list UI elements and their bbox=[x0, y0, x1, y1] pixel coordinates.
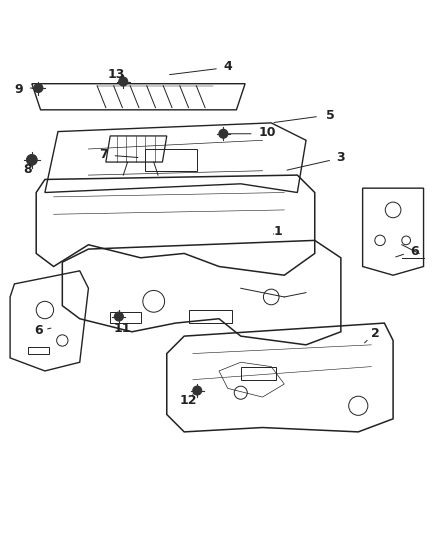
Text: 13: 13 bbox=[108, 68, 125, 80]
Text: 11: 11 bbox=[113, 322, 131, 335]
Text: 8: 8 bbox=[23, 164, 32, 176]
Circle shape bbox=[119, 77, 127, 86]
Text: 3: 3 bbox=[336, 151, 345, 164]
Circle shape bbox=[115, 312, 123, 321]
Text: 1: 1 bbox=[273, 225, 282, 238]
Circle shape bbox=[34, 84, 43, 92]
Text: 6: 6 bbox=[34, 325, 42, 337]
Text: 10: 10 bbox=[258, 126, 276, 140]
Text: 7: 7 bbox=[99, 148, 108, 161]
Circle shape bbox=[27, 155, 37, 165]
Circle shape bbox=[193, 386, 201, 395]
Text: 12: 12 bbox=[180, 394, 197, 407]
Text: 5: 5 bbox=[325, 109, 334, 122]
Text: 6: 6 bbox=[410, 245, 419, 258]
Circle shape bbox=[219, 130, 228, 138]
Text: 2: 2 bbox=[371, 327, 380, 341]
Text: 4: 4 bbox=[223, 60, 232, 73]
Text: 9: 9 bbox=[14, 83, 23, 96]
